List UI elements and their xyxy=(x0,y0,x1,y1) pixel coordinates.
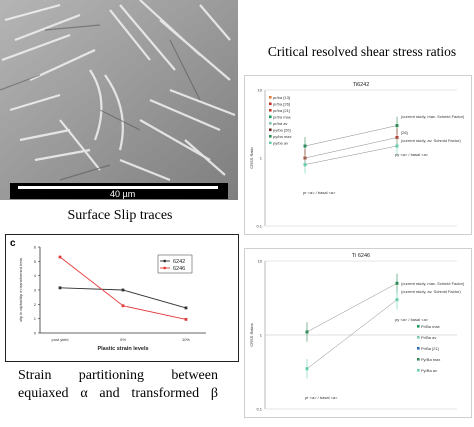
legend-marker xyxy=(269,128,272,132)
legend-marker xyxy=(269,135,272,138)
legend-label: Py/Ba av xyxy=(421,368,437,373)
data-point xyxy=(303,163,307,167)
data-point xyxy=(305,330,309,334)
data-point xyxy=(305,367,309,371)
legend-marker xyxy=(417,369,420,372)
legend-marker xyxy=(269,141,272,145)
data-point xyxy=(303,144,307,148)
ti6246-chart: Ti 6246 0.1 1 10 CRSS Ratios pr <a> / basal <… xyxy=(249,253,465,412)
legend-marker xyxy=(417,336,420,339)
micrograph-image xyxy=(0,0,238,200)
strain-partitioning-chart: c 0 1 2 3 4 5 6 post yield 5% 10% Plastic strain l… xyxy=(10,238,206,352)
y-tick-label: 4 xyxy=(34,273,37,278)
chart-title: Ti 6246 xyxy=(352,253,370,259)
y-tick-label: 1 xyxy=(34,316,37,321)
data-point-6242 xyxy=(58,286,62,290)
y-tick-label: 3 xyxy=(34,288,37,293)
legend-marker xyxy=(269,102,272,106)
data-point-6246 xyxy=(184,317,188,321)
legend-label: Pr/Ba av xyxy=(421,335,436,340)
y-tick-label: 5 xyxy=(34,259,37,264)
y-tick-label: 10 xyxy=(258,259,263,264)
category-label: pr <a> / basal <a> xyxy=(305,395,338,400)
y-tick-label: 6 xyxy=(34,245,37,250)
legend-marker xyxy=(269,109,272,112)
legend-label: py/ba max xyxy=(273,134,291,139)
data-point-6242 xyxy=(121,288,125,292)
panel-label-c: c xyxy=(10,238,16,249)
legend-label: pr/ba [21] xyxy=(273,108,290,113)
y-tick-label: 1 xyxy=(260,156,263,161)
legend-marker-6242 xyxy=(163,259,166,263)
annotation: [26] xyxy=(401,130,408,135)
category-label: pr <a> / basal <a> xyxy=(303,190,336,195)
series-connector xyxy=(306,299,398,369)
x-tick-label: post yield xyxy=(52,337,69,342)
series-connector xyxy=(306,283,398,333)
data-point-6246 xyxy=(58,255,62,259)
y-tick-label: 0.1 xyxy=(256,407,262,412)
ti6242-panel: Ti6242 0.1 1 10 CRSS Ratio pr <a> / basal <a>… xyxy=(244,75,472,235)
strain-partitioning-panel: c 0 1 2 3 4 5 6 post yield 5% 10% Plastic strain l… xyxy=(5,234,239,362)
y-axis-title: CRSS Ratios xyxy=(249,323,254,347)
legend-label: pr/ba [13] xyxy=(273,95,290,100)
legend-marker xyxy=(417,347,420,350)
series-connector xyxy=(304,145,398,165)
annotation: (current study, max. Schmid Factor) xyxy=(401,281,465,286)
legend-label: Pr/Ba max xyxy=(421,324,440,329)
y-tick-label: 1 xyxy=(260,333,263,338)
data-point xyxy=(395,298,399,302)
legend-label: pr/ba [26] xyxy=(273,101,290,106)
annotation: (current study, av. Schmid Factor) xyxy=(401,289,461,294)
ti6246-panel: Ti 6246 0.1 1 10 CRSS Ratios pr <a> / basal <… xyxy=(244,248,472,418)
legend-label: py/ba [26] xyxy=(273,127,291,132)
legend-marker xyxy=(417,358,420,361)
y-tick-label: 0.1 xyxy=(256,224,262,229)
scale-bar xyxy=(18,186,218,189)
x-tick-label: 10% xyxy=(182,337,190,342)
y-axis-title: slip in alpha/slip in transformed beta xyxy=(18,257,23,322)
legend-label: Pr/Ba [21] xyxy=(421,346,439,351)
scale-bar-label: 40 µm xyxy=(110,189,136,199)
legend-marker xyxy=(269,122,272,125)
legend-label-6246: 6246 xyxy=(173,266,185,272)
legend-label-6242: 6242 xyxy=(173,259,185,265)
caption-strain-partitioning: Strain partitioning between equiaxed α a… xyxy=(18,367,218,403)
caption-strain-line2: equiaxed α and transformed β xyxy=(18,386,218,401)
legend-marker xyxy=(417,325,420,328)
legend-box xyxy=(157,254,193,274)
ti6242-chart: Ti6242 0.1 1 10 CRSS Ratio pr <a> / basal <a>… xyxy=(249,82,465,229)
legend-label: pr/ba max xyxy=(273,114,291,119)
caption-surface-slip: Surface Slip traces xyxy=(67,208,173,223)
y-tick-label: 0 xyxy=(34,331,37,336)
caption-crss-ratios: Critical resolved shear stress ratios xyxy=(267,44,457,59)
data-point xyxy=(395,144,399,148)
legend-marker xyxy=(269,96,272,99)
legend-label: pr/ba av xyxy=(273,121,287,126)
legend-marker xyxy=(269,115,272,119)
y-tick-label: 2 xyxy=(34,302,37,307)
legend-marker-6246 xyxy=(163,266,166,270)
x-axis-title: Plastic strain levels xyxy=(97,346,148,352)
data-point xyxy=(395,281,399,285)
chart-title: Ti6242 xyxy=(353,82,370,88)
x-tick-label: 5% xyxy=(120,337,126,342)
data-point xyxy=(395,124,399,128)
data-point-6246 xyxy=(121,304,125,308)
micrograph-texture xyxy=(0,0,238,200)
annotation: (current study, av. Schmid Factor) xyxy=(401,138,461,143)
y-axis-title: CRSS Ratio xyxy=(249,146,254,168)
y-tick-label: 10 xyxy=(258,88,263,93)
legend-label: py/ba av xyxy=(273,140,288,145)
legend-label: Py/Ba max xyxy=(421,357,440,362)
series-connector xyxy=(304,137,398,159)
annotation: (current study, max. Schmid Factor) xyxy=(401,114,465,119)
series-connector xyxy=(304,125,398,147)
category-label: py <a> / basal <a> xyxy=(395,152,429,157)
data-point-6242 xyxy=(184,306,188,310)
caption-strain-line1: Strain partitioning between xyxy=(18,368,218,383)
category-label: py <a> / basal <a> xyxy=(395,317,429,322)
